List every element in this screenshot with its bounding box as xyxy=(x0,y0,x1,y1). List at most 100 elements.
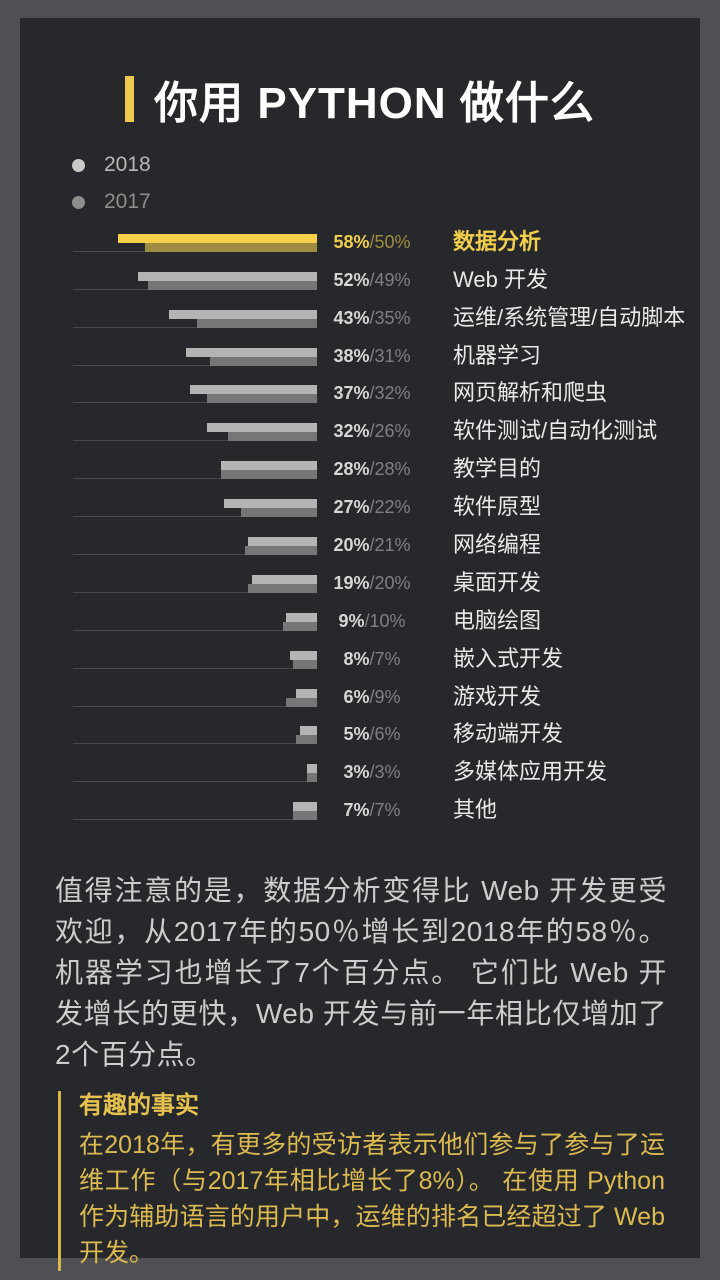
bar-chart: 58%/50% 数据分析 52%/49% Web 开发 43%/35% 运维/系统管理/自… xyxy=(20,226,700,832)
axis-line xyxy=(73,705,317,707)
bar-2017 xyxy=(292,659,317,669)
axis-line xyxy=(73,516,317,518)
bar-2017 xyxy=(206,394,317,404)
value-2017: 7% xyxy=(374,800,401,821)
axis-line xyxy=(73,326,317,328)
value-2017: 49% xyxy=(374,269,411,290)
axis-line xyxy=(73,478,317,480)
bar-2017 xyxy=(248,583,317,593)
chart-row: 6%/9% 游戏开发 xyxy=(73,681,700,719)
value-2018: 19% xyxy=(333,572,370,593)
chart-row: 58%/50% 数据分析 xyxy=(73,226,700,264)
fun-fact-body: 在2018年，有更多的受访者表示他们参与了参与了运维工作（与2017年相比增长了… xyxy=(79,1131,665,1268)
axis-line xyxy=(73,819,317,821)
axis-line xyxy=(73,554,317,556)
bar-2017 xyxy=(296,735,317,745)
bar-2017 xyxy=(145,242,317,252)
value-separator: / xyxy=(369,686,375,707)
category-label: 软件测试/自动化测试 xyxy=(453,418,658,444)
value-2017: 32% xyxy=(374,383,411,404)
legend: 2018 2017 xyxy=(72,153,700,213)
bar-2017 xyxy=(241,508,317,518)
category-label: 移动端开发 xyxy=(453,721,564,747)
value-separator: / xyxy=(369,572,375,593)
value-2018: 28% xyxy=(333,459,370,480)
value-2017: 3% xyxy=(374,762,401,783)
value-label: 3%/3% xyxy=(317,762,427,794)
value-2017: 10% xyxy=(369,610,406,631)
bar-2017 xyxy=(306,773,317,783)
bar-2018 xyxy=(251,574,317,584)
axis-line xyxy=(73,743,317,745)
value-label: 38%/31% xyxy=(317,346,427,378)
bar-2017 xyxy=(292,811,317,821)
bar-2017 xyxy=(220,470,317,480)
chart-row: 7%/7% 其他 xyxy=(73,794,700,832)
value-2017: 26% xyxy=(374,421,411,442)
category-label: 电脑绘图 xyxy=(453,607,542,633)
bar-2017 xyxy=(286,697,317,707)
chart-row: 8%/7% 嵌入式开发 xyxy=(73,643,700,681)
bar-track xyxy=(73,491,317,529)
category-label: Web 开发 xyxy=(453,266,548,292)
axis-line xyxy=(73,440,317,442)
bar-track xyxy=(73,567,317,605)
value-2017: 35% xyxy=(374,307,411,328)
bar-2018 xyxy=(138,271,317,281)
bar-track xyxy=(73,681,317,719)
value-label: 27%/22% xyxy=(317,497,427,529)
bar-2017 xyxy=(244,546,317,556)
value-separator: / xyxy=(369,497,375,518)
value-label: 37%/32% xyxy=(317,383,427,415)
bar-2018 xyxy=(186,347,317,357)
bar-2018 xyxy=(296,688,317,698)
value-separator: / xyxy=(369,535,375,556)
value-2018: 58% xyxy=(333,231,370,252)
axis-line xyxy=(73,364,317,366)
bar-2017 xyxy=(148,280,317,290)
category-label: 机器学习 xyxy=(453,342,542,368)
value-2018: 27% xyxy=(333,497,370,518)
value-label: 19%/20% xyxy=(317,573,427,605)
value-separator: / xyxy=(369,383,375,404)
infographic-card: 你用 PYTHON 做什么 2018 2017 58%/50% 数据分析 52%/4… xyxy=(20,18,700,1272)
value-2018: 3% xyxy=(343,762,370,783)
value-2017: 7% xyxy=(374,648,401,669)
chart-row: 38%/31% 机器学习 xyxy=(73,340,700,378)
bar-track xyxy=(73,226,317,264)
value-label: 20%/21% xyxy=(317,535,427,567)
chart-row: 32%/26% 软件测试/自动化测试 xyxy=(73,415,700,453)
bar-2018 xyxy=(169,309,317,319)
bar-track xyxy=(73,529,317,567)
category-label: 网络编程 xyxy=(453,532,542,558)
axis-line xyxy=(73,629,317,631)
bar-2018 xyxy=(289,650,317,660)
value-2017: 50% xyxy=(374,231,411,252)
title-accent-bar xyxy=(125,76,135,122)
value-label: 32%/26% xyxy=(317,421,427,453)
value-label: 7%/7% xyxy=(317,800,427,832)
bar-track xyxy=(73,302,317,340)
chart-row: 9%/10% 电脑绘图 xyxy=(73,605,700,643)
chart-row: 28%/28% 教学目的 xyxy=(73,453,700,491)
bar-2018 xyxy=(220,461,317,471)
bar-2018 xyxy=(206,423,317,433)
value-2017: 31% xyxy=(374,345,411,366)
bar-track xyxy=(73,794,317,832)
value-2018: 5% xyxy=(343,724,370,745)
value-2017: 22% xyxy=(374,497,411,518)
bar-2018 xyxy=(286,612,317,622)
value-label: 43%/35% xyxy=(317,308,427,340)
bar-track xyxy=(73,719,317,757)
chart-row: 43%/35% 运维/系统管理/自动脚本 xyxy=(73,302,700,340)
bar-track xyxy=(73,605,317,643)
value-label: 58%/50% xyxy=(317,232,427,264)
value-separator: / xyxy=(369,345,375,366)
value-2018: 20% xyxy=(333,535,370,556)
value-separator: / xyxy=(369,307,375,328)
chart-row: 19%/20% 桌面开发 xyxy=(73,567,700,605)
value-separator: / xyxy=(369,421,375,442)
axis-line xyxy=(73,781,317,783)
header: 你用 PYTHON 做什么 xyxy=(20,74,700,128)
bar-2017 xyxy=(210,356,317,366)
